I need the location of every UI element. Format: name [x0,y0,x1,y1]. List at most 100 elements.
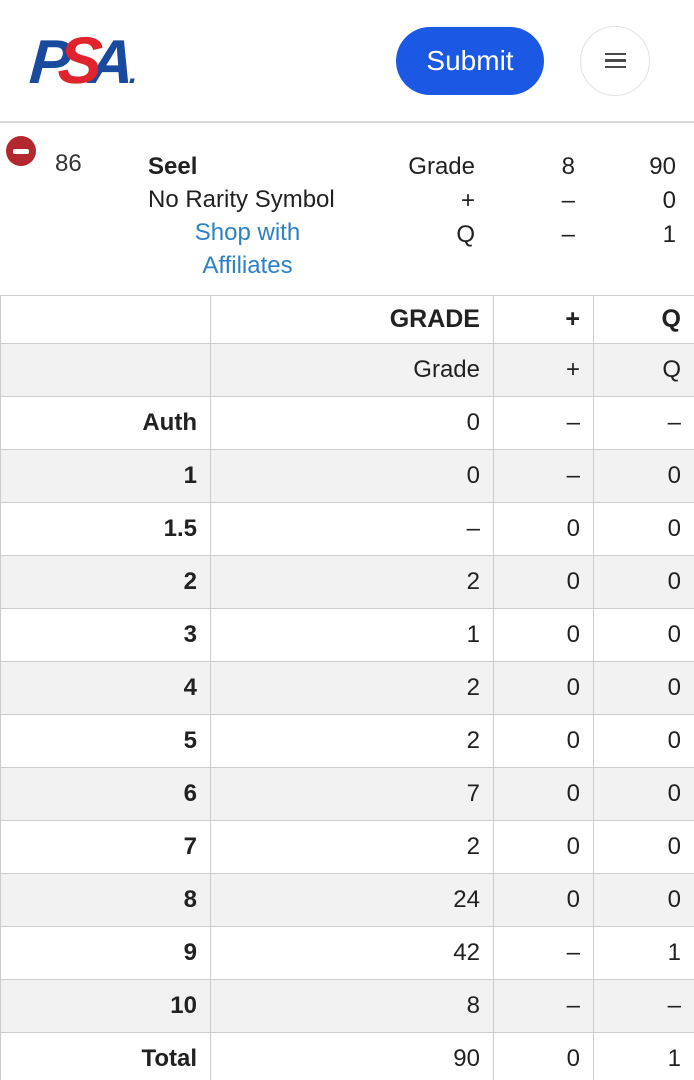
plus-count: 0 [493,661,594,715]
logo-letter-s: S [55,23,104,97]
summary-value: 1 [662,221,676,248]
row-label: 2 [0,555,211,609]
grade-count: 2 [210,820,494,874]
table-row: 5 2 0 0 [0,714,694,768]
subheader-plus: + [493,343,594,397]
table-row: 6 7 0 0 [0,767,694,821]
grade-count: 42 [210,926,494,980]
grade-count: 1 [210,608,494,662]
q-count: 0 [593,873,694,927]
grade-summary: Grade 8 90 + – 0 Q – 1 [347,150,694,295]
grade-count: 2 [210,661,494,715]
row-label: 7 [0,820,211,874]
table-row: 1 0 – 0 [0,449,694,503]
remove-row-button[interactable] [6,136,36,166]
plus-count: 0 [493,555,594,609]
submit-button[interactable]: Submit [396,26,544,95]
grade-count: 2 [210,714,494,768]
table-row: 10 8 – – [0,979,694,1033]
header-grade: GRADE [210,295,494,344]
row-label: 3 [0,608,211,662]
q-count: 0 [593,449,694,503]
header-empty [0,295,211,344]
plus-count: – [493,926,594,980]
q-count: 0 [593,502,694,556]
plus-count: 0 [493,820,594,874]
table-row: 2 2 0 0 [0,555,694,609]
row-label: 1.5 [0,502,211,556]
q-count: 0 [593,714,694,768]
q-count: 0 [593,820,694,874]
remove-cell [0,136,46,295]
subheader-q: Q [593,343,694,397]
grade-count: 8 [210,979,494,1033]
table-header-row: GRADE + Q [0,295,694,344]
plus-count: 0 [493,714,594,768]
shop-with-affiliates-link[interactable]: Shop with Affiliates [194,219,301,279]
plus-count: – [493,396,594,450]
summary-value: 0 [662,187,676,214]
grade-count: 90 [210,1032,494,1080]
subheader-empty [0,343,211,397]
table-row-total: Total 90 0 1 [0,1032,694,1080]
table-subheader-row: Grade + Q [0,343,694,397]
row-label: 6 [0,767,211,821]
header-plus: + [493,295,594,344]
hamburger-icon [604,52,626,69]
card-number: 86 [55,150,82,177]
row-label: 10 [0,979,211,1033]
menu-button[interactable] [580,25,650,96]
population-table: GRADE + Q Grade + Q Auth 0 – – 1 0 – 0 1… [0,295,694,1080]
plus-count: – [493,449,594,503]
table-row: 8 24 0 0 [0,873,694,927]
header-q: Q [593,295,694,344]
grade-count: 0 [210,396,494,450]
table-row: 1.5 – 0 0 [0,502,694,556]
card-name: Seel [148,153,198,180]
grade-count: 2 [210,555,494,609]
row-label: 5 [0,714,211,768]
table-row: Auth 0 – – [0,396,694,450]
q-count: 1 [593,1032,694,1080]
card-variety: No Rarity Symbol [148,186,335,213]
row-label: 1 [0,449,211,503]
table-row: 4 2 0 0 [0,661,694,715]
table-row: 7 2 0 0 [0,820,694,874]
q-count: – [593,396,694,450]
summary-label: Q [456,221,475,248]
card-item-row: 86 Seel No Rarity Symbol Shop with Affil… [0,123,694,295]
plus-count: 0 [493,767,594,821]
q-count: 0 [593,608,694,662]
summary-value: 90 [649,153,676,180]
plus-count: 0 [493,1032,594,1080]
app-header: P S A . Submit [0,0,694,123]
row-label: 4 [0,661,211,715]
q-count: – [593,979,694,1033]
q-count: 0 [593,661,694,715]
q-count: 1 [593,926,694,980]
grade-count: – [210,502,494,556]
grade-count: 24 [210,873,494,927]
q-count: 0 [593,767,694,821]
plus-count: 0 [493,873,594,927]
grade-count: 7 [210,767,494,821]
card-name-block: Seel No Rarity Symbol Shop with Affiliat… [146,150,347,295]
row-label: 8 [0,873,211,927]
table-row: 3 1 0 0 [0,608,694,662]
table-row: 9 42 – 1 [0,926,694,980]
row-label: 9 [0,926,211,980]
subheader-grade: Grade [210,343,494,397]
logo-trademark-dot: . [128,57,137,90]
plus-count: 0 [493,608,594,662]
plus-count: 0 [493,502,594,556]
summary-label: + [460,187,475,214]
minus-icon [13,149,29,154]
summary-value: – [561,187,575,214]
plus-count: – [493,979,594,1033]
q-count: 0 [593,555,694,609]
summary-value: 8 [561,153,575,180]
grade-count: 0 [210,449,494,503]
row-label: Auth [0,396,211,450]
psa-logo[interactable]: P S A . [27,23,139,97]
row-label: Total [0,1032,211,1080]
